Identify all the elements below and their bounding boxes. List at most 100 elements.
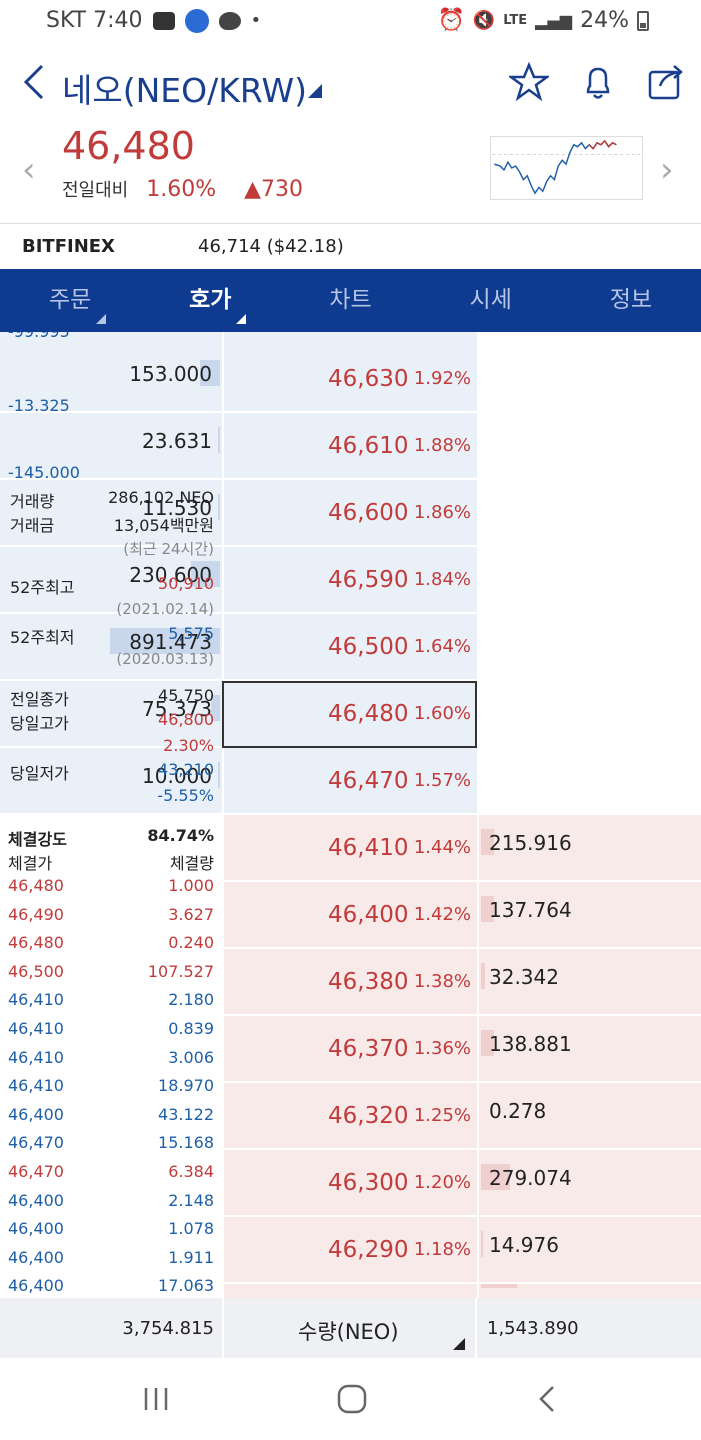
- top-partial-row: -99.995: [0, 332, 222, 346]
- trade-price: 46,400: [8, 1190, 64, 1210]
- signal-icon: ▂▄▆: [535, 11, 573, 30]
- ask-row[interactable]: 10.000: [0, 748, 222, 815]
- bid-price-row[interactable]: 46,300 1.20%: [222, 1150, 477, 1217]
- tab-order[interactable]: 주문: [0, 269, 140, 332]
- bid-price-row[interactable]: 46,410 1.44%: [222, 815, 477, 882]
- bid-row[interactable]: 138.881: [477, 1016, 701, 1083]
- day-high-label: 당일고가: [10, 714, 69, 733]
- bid-row[interactable]: 137.764: [477, 882, 701, 949]
- bid-row[interactable]: 0.278: [477, 1083, 701, 1150]
- current-price-row[interactable]: 46,480 1.60%: [222, 681, 477, 748]
- ask-price: 46,600: [328, 500, 409, 526]
- bid-price-row[interactable]: 46,370 1.36%: [222, 1016, 477, 1083]
- ask-volume-bar: [211, 695, 220, 721]
- ask-row[interactable]: 153.000 -13.325: [0, 346, 222, 415]
- trade-price: 46,410: [8, 1047, 64, 1067]
- ask-quantity: 153.000: [129, 362, 212, 386]
- ask-quantity: 10.000: [142, 764, 212, 788]
- trade-qty: 17.063: [158, 1276, 214, 1296]
- tab-orderbook[interactable]: 호가: [140, 269, 280, 332]
- trade-qty: 6.384: [168, 1162, 214, 1181]
- trade-row: 46,410 3.006: [0, 1048, 222, 1076]
- page-title[interactable]: 네오(NEO/KRW): [62, 71, 307, 110]
- ask-quantity: 11.530: [142, 496, 212, 520]
- ask-price-row[interactable]: 46,600 1.86%: [222, 480, 477, 547]
- share-icon[interactable]: [646, 62, 686, 102]
- ask-price-row[interactable]: 46,470 1.57%: [222, 748, 477, 815]
- next-coin-icon[interactable]: ›: [660, 150, 674, 190]
- trade-row: 46,410 18.970: [0, 1076, 222, 1104]
- prev-coin-icon[interactable]: ‹: [22, 150, 36, 190]
- trade-row: 46,410 0.839: [0, 1019, 222, 1047]
- bid-quantity: 279.074: [489, 1166, 572, 1190]
- bid-row[interactable]: 215.916: [477, 815, 701, 882]
- trade-qty-header: 체결량: [169, 854, 214, 873]
- ask-row[interactable]: 11.530: [0, 480, 222, 547]
- high52-label: 52주최고: [10, 578, 75, 597]
- ask-volume-bar: [191, 561, 220, 587]
- ask-percent: 1.92%: [413, 368, 471, 389]
- ask-percent: 1.60%: [413, 703, 471, 724]
- youtube-icon: [152, 11, 175, 30]
- ask-price: 46,590: [328, 567, 409, 593]
- bid-volume-bar: [481, 1164, 510, 1190]
- volume-label: 거래량: [10, 492, 55, 511]
- ask-percent: 1.86%: [413, 502, 471, 523]
- ask-change: -145.000: [8, 463, 80, 482]
- trade-price: 46,400: [8, 1104, 64, 1124]
- battery-icon: [637, 10, 649, 31]
- high52-date: (2021.02.14): [116, 600, 214, 618]
- top-partial-change: -99.995: [8, 332, 70, 341]
- bid-row[interactable]: 14.976: [477, 1217, 701, 1284]
- bid-price: 46,290: [328, 1237, 409, 1263]
- day-low-label: 당일저가: [10, 764, 69, 783]
- title-dropdown-icon[interactable]: [308, 84, 322, 98]
- trade-row: 46,490 3.627: [0, 905, 222, 933]
- trade-qty: 2.180: [168, 990, 214, 1010]
- bid-price-row[interactable]: 46,380 1.38%: [222, 949, 477, 1016]
- trade-row: 46,400 1.078: [0, 1219, 222, 1247]
- amount-value: 13,054백만원: [113, 516, 214, 535]
- unit-dropdown-icon[interactable]: [453, 1338, 465, 1350]
- ask-volume-bar: [217, 427, 220, 453]
- trade-qty: 2.148: [168, 1190, 214, 1210]
- day-low-value: 43,210: [158, 760, 214, 779]
- bid-price-row[interactable]: 46,320 1.25%: [222, 1083, 477, 1150]
- bid-price-row[interactable]: 46,400 1.42%: [222, 882, 477, 949]
- ask-row[interactable]: 75.373: [0, 681, 222, 748]
- trade-row: 46,480 1.000: [0, 876, 222, 904]
- recent-apps-icon[interactable]: [141, 1384, 171, 1414]
- ask-row[interactable]: 230.600: [0, 547, 222, 614]
- bid-row[interactable]: 279.074: [477, 1150, 701, 1217]
- order-book: -99.995 153.000 -13.325 23.631 -145.000 11.5…: [0, 332, 701, 1298]
- ask-row[interactable]: 23.631 -145.000: [0, 413, 222, 482]
- system-navbar: [0, 1358, 701, 1440]
- star-icon[interactable]: [509, 62, 549, 102]
- bid-price-row[interactable]: 46,290 1.18%: [222, 1217, 477, 1284]
- week52-info: 52주최고 50,910 (2021.02.14) 52주최저 5,575 (2…: [10, 572, 214, 672]
- bid-price: 46,380: [328, 969, 409, 995]
- back-arrow-icon[interactable]: [20, 62, 50, 102]
- bell-icon[interactable]: [578, 62, 618, 102]
- trade-qty: 3.627: [168, 904, 214, 924]
- bid-volume-bar: [481, 1030, 495, 1056]
- ask-row[interactable]: 891.473: [0, 614, 222, 681]
- unit-selector[interactable]: 수량(NEO): [222, 1298, 477, 1358]
- trade-row: 46,400 1.911: [0, 1248, 222, 1276]
- low52-date: (2020.03.13): [116, 650, 214, 668]
- price-sparkline[interactable]: [490, 136, 643, 200]
- back-nav-icon[interactable]: [533, 1384, 563, 1414]
- home-icon[interactable]: [336, 1383, 368, 1415]
- ask-price-row[interactable]: 46,590 1.84%: [222, 547, 477, 614]
- tab-chart[interactable]: 차트: [329, 287, 372, 313]
- ask-price-row[interactable]: 46,610 1.88%: [222, 413, 477, 480]
- bid-volume-bar: [481, 1284, 517, 1288]
- tab-market[interactable]: 시세: [469, 287, 512, 313]
- tab-info[interactable]: 정보: [609, 287, 653, 313]
- ask-price-row[interactable]: 46,500 1.64%: [222, 614, 477, 681]
- trade-qty: 18.970: [158, 1076, 214, 1096]
- bid-row[interactable]: 32.342: [477, 949, 701, 1016]
- trade-qty: 0.240: [168, 933, 214, 953]
- ask-price-row[interactable]: 46,630 1.92%: [222, 346, 477, 413]
- bid-quantity: 14.976: [489, 1233, 559, 1257]
